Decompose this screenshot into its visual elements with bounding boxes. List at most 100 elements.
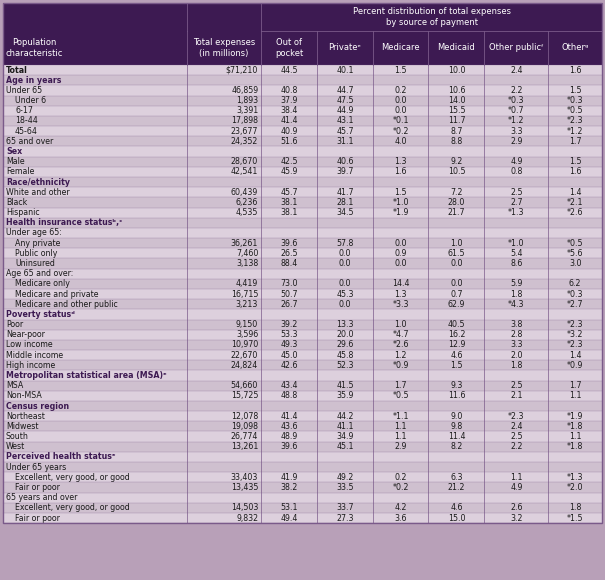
- Bar: [3, 320, 602, 329]
- Text: 7.2: 7.2: [450, 188, 463, 197]
- Text: Low income: Low income: [6, 340, 53, 349]
- Text: Poor: Poor: [6, 320, 23, 329]
- Text: 44.2: 44.2: [336, 412, 353, 420]
- Text: Health insurance statusᵇ,ᶜ: Health insurance statusᵇ,ᶜ: [6, 218, 122, 227]
- Text: 31.1: 31.1: [336, 137, 353, 146]
- Text: 14,503: 14,503: [231, 503, 258, 512]
- Text: 7,460: 7,460: [236, 249, 258, 258]
- Text: 37.9: 37.9: [280, 96, 298, 105]
- Text: Poverty statusᵈ: Poverty statusᵈ: [6, 310, 75, 319]
- Text: 8.8: 8.8: [450, 137, 462, 146]
- Text: *2.6: *2.6: [567, 208, 583, 217]
- Text: 38.1: 38.1: [280, 198, 298, 207]
- Text: 57.8: 57.8: [336, 238, 353, 248]
- Text: 40.1: 40.1: [336, 66, 353, 75]
- Text: Northeast: Northeast: [6, 412, 45, 420]
- Text: 11.4: 11.4: [448, 432, 465, 441]
- Text: *1.8: *1.8: [567, 422, 583, 431]
- Text: 3.3: 3.3: [510, 126, 523, 136]
- Text: 1.5: 1.5: [450, 361, 463, 370]
- Text: 12.9: 12.9: [448, 340, 465, 349]
- Text: 9,150: 9,150: [236, 320, 258, 329]
- Text: Medicare only: Medicare only: [15, 280, 70, 288]
- Text: 9,832: 9,832: [236, 513, 258, 523]
- Bar: [3, 248, 602, 259]
- Text: 1.1: 1.1: [569, 392, 581, 400]
- Text: 41.4: 41.4: [280, 117, 298, 125]
- Text: 4.0: 4.0: [394, 137, 407, 146]
- Bar: [3, 259, 602, 269]
- Text: *0.3: *0.3: [567, 96, 583, 105]
- Text: Medicaid: Medicaid: [437, 44, 476, 53]
- Text: 73.0: 73.0: [280, 280, 298, 288]
- Text: 42,541: 42,541: [231, 168, 258, 176]
- Text: 24,352: 24,352: [231, 137, 258, 146]
- Text: 35.9: 35.9: [336, 392, 353, 400]
- Text: 61.5: 61.5: [448, 249, 465, 258]
- Text: Public only: Public only: [15, 249, 57, 258]
- Text: 88.4: 88.4: [281, 259, 298, 268]
- Text: 4.2: 4.2: [394, 503, 407, 512]
- Text: Fair or poor: Fair or poor: [15, 483, 60, 492]
- Bar: [3, 96, 602, 106]
- Text: 38.4: 38.4: [280, 106, 298, 115]
- Text: 40.6: 40.6: [336, 157, 353, 166]
- Text: 45-64: 45-64: [15, 126, 38, 136]
- Text: 11.7: 11.7: [448, 117, 465, 125]
- Text: *0.2: *0.2: [393, 126, 409, 136]
- Text: Non-MSA: Non-MSA: [6, 392, 42, 400]
- Text: *2.3: *2.3: [567, 117, 583, 125]
- Text: 44.5: 44.5: [280, 66, 298, 75]
- Text: White and other: White and other: [6, 188, 70, 197]
- Text: *3.3: *3.3: [393, 300, 409, 309]
- Bar: [3, 289, 602, 299]
- Text: *1.9: *1.9: [567, 412, 583, 420]
- Text: 13,435: 13,435: [231, 483, 258, 492]
- Text: 0.0: 0.0: [339, 300, 351, 309]
- Text: 52.3: 52.3: [336, 361, 353, 370]
- Bar: [3, 228, 602, 238]
- Text: 9.2: 9.2: [450, 157, 463, 166]
- Text: Population
characteristic: Population characteristic: [6, 38, 64, 57]
- Text: *1.1: *1.1: [393, 412, 409, 420]
- Text: Other publicᶠ: Other publicᶠ: [489, 44, 544, 53]
- Text: *1.5: *1.5: [567, 513, 583, 523]
- Text: 18-44: 18-44: [15, 117, 38, 125]
- Text: 53.1: 53.1: [280, 503, 298, 512]
- Text: 45.7: 45.7: [280, 188, 298, 197]
- Text: Medicare and private: Medicare and private: [15, 289, 99, 299]
- Text: 0.7: 0.7: [450, 289, 463, 299]
- Bar: [3, 350, 602, 360]
- Text: 22,670: 22,670: [231, 351, 258, 360]
- Text: 9.8: 9.8: [450, 422, 462, 431]
- Bar: [3, 218, 602, 228]
- Bar: [3, 146, 602, 157]
- Bar: [3, 513, 602, 523]
- Text: *1.0: *1.0: [508, 238, 525, 248]
- Text: 3,138: 3,138: [236, 259, 258, 268]
- Text: 1.1: 1.1: [569, 432, 581, 441]
- Text: 45.7: 45.7: [336, 126, 353, 136]
- Text: 50.7: 50.7: [280, 289, 298, 299]
- Text: *1.3: *1.3: [567, 473, 583, 482]
- Text: 33,403: 33,403: [231, 473, 258, 482]
- Text: 26.7: 26.7: [280, 300, 298, 309]
- Bar: [3, 391, 602, 401]
- Text: 42.6: 42.6: [280, 361, 298, 370]
- Text: 54,660: 54,660: [231, 381, 258, 390]
- Text: Under age 65:: Under age 65:: [6, 229, 62, 237]
- Text: 40.8: 40.8: [280, 86, 298, 95]
- Text: 41.5: 41.5: [336, 381, 353, 390]
- Text: 0.0: 0.0: [394, 238, 407, 248]
- Text: 3,596: 3,596: [236, 330, 258, 339]
- Text: 3.3: 3.3: [510, 340, 523, 349]
- Bar: [3, 371, 602, 380]
- Text: 10.5: 10.5: [448, 168, 465, 176]
- Text: 1.1: 1.1: [394, 432, 407, 441]
- Text: *0.3: *0.3: [567, 289, 583, 299]
- Text: 6.3: 6.3: [450, 473, 463, 482]
- Text: 33.7: 33.7: [336, 503, 353, 512]
- Text: *0.5: *0.5: [393, 392, 409, 400]
- Text: 21.7: 21.7: [448, 208, 465, 217]
- Text: Male: Male: [6, 157, 25, 166]
